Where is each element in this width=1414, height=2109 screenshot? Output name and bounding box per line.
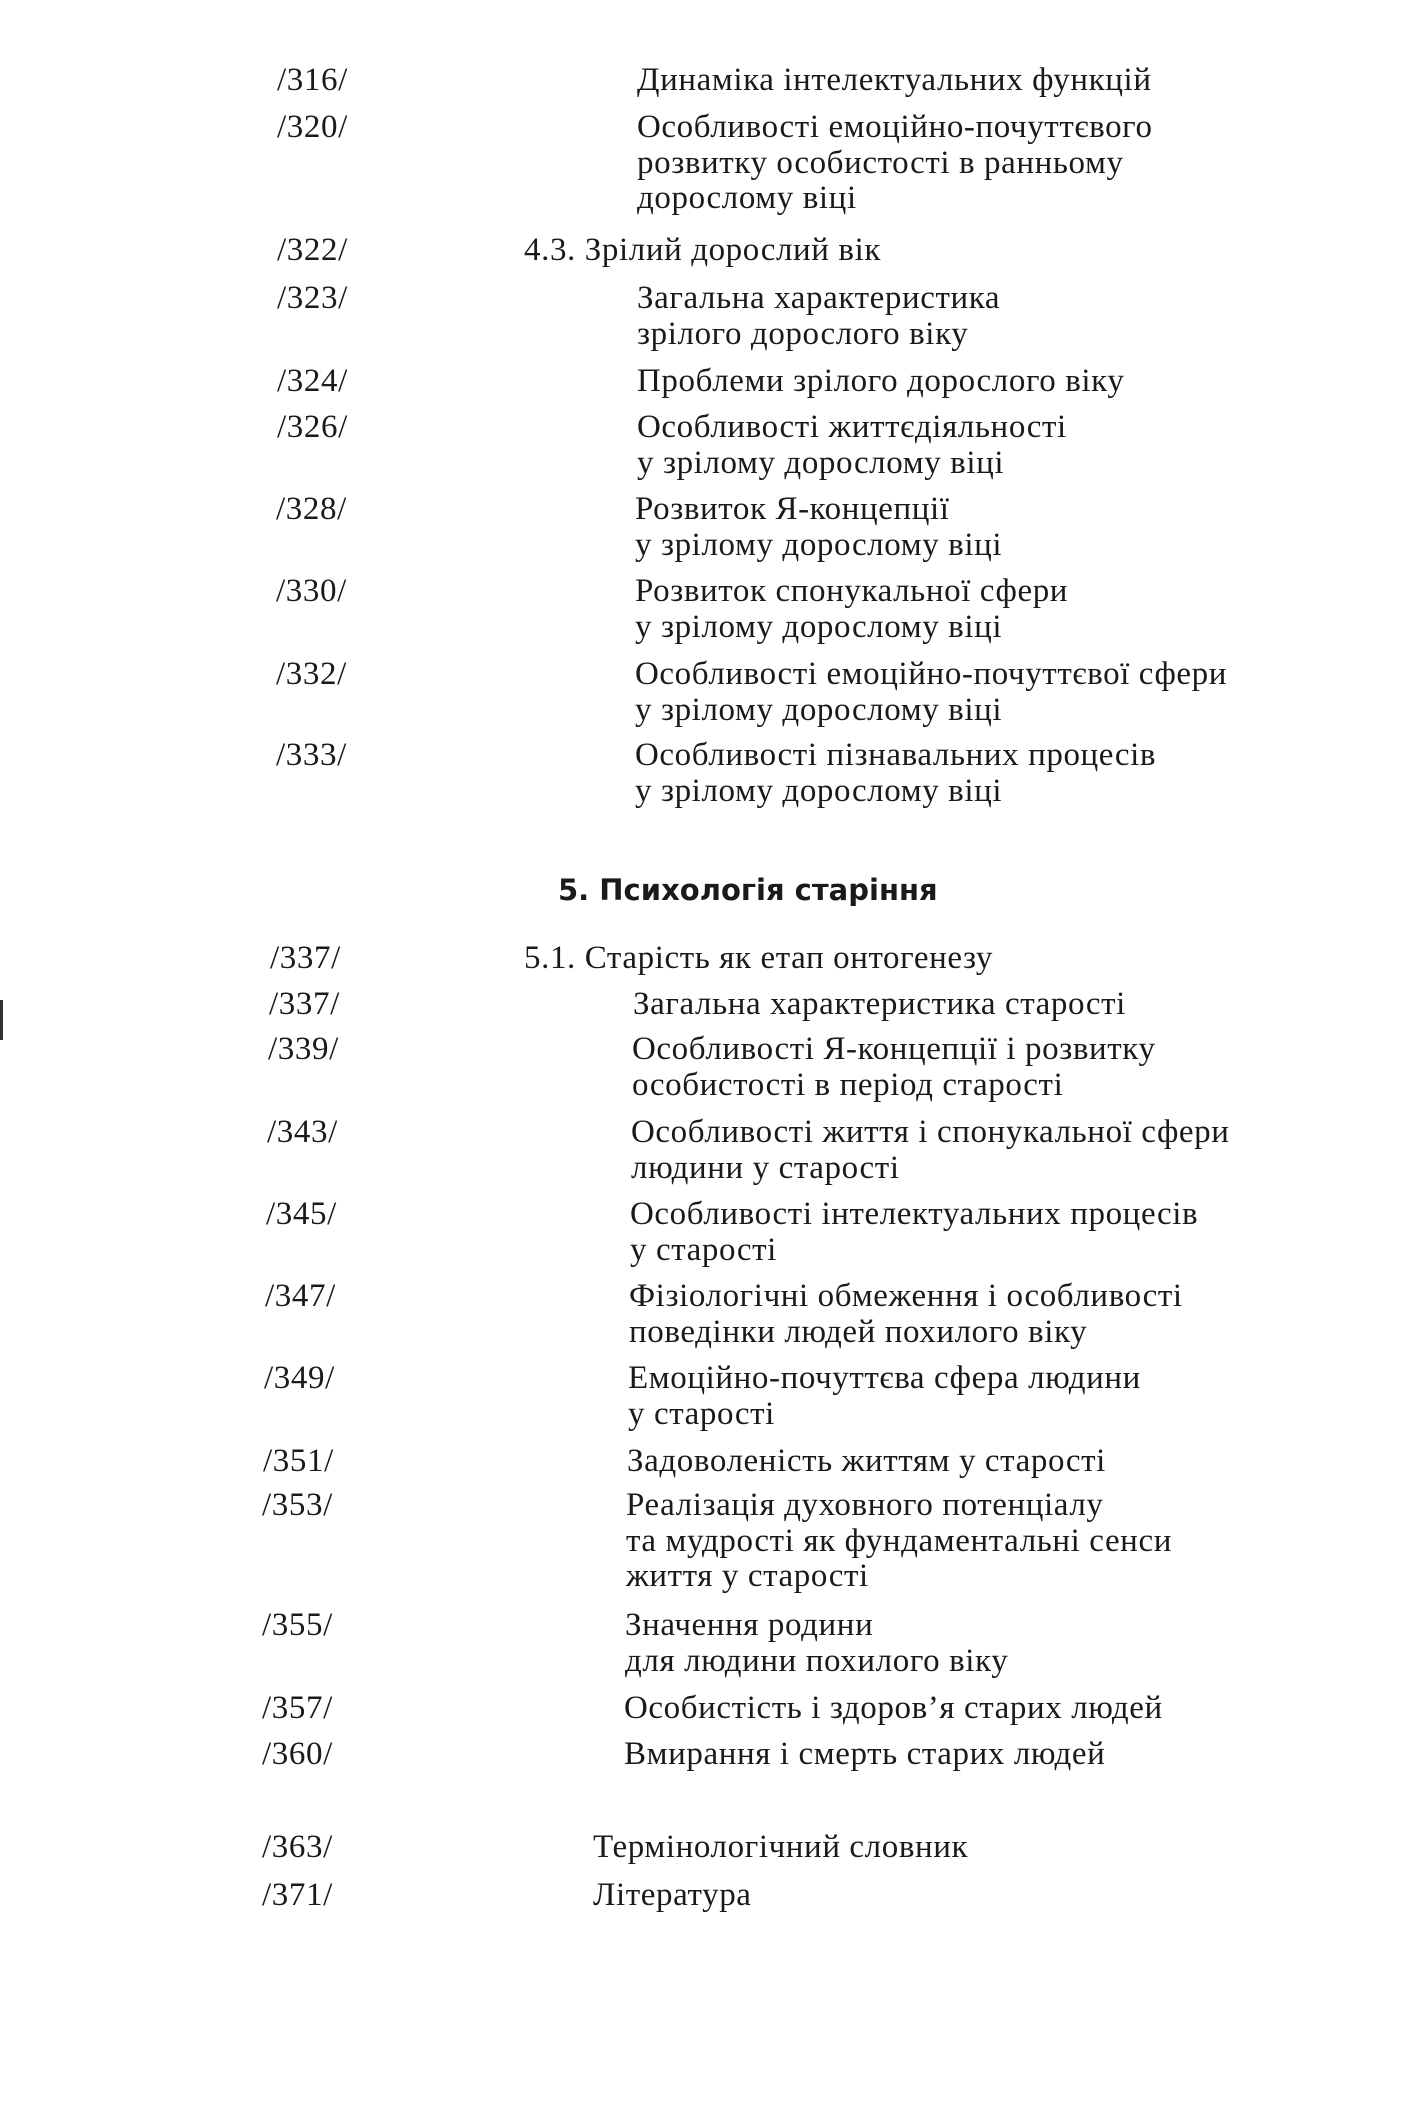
entry-title-line: Особистість і здоров’я старих людей	[624, 1690, 1163, 1726]
entry-title: Динаміка інтелектуальних функцій	[637, 62, 1152, 99]
entry-title-line: у старості	[628, 1395, 775, 1432]
entry-title-line: Література	[593, 1877, 752, 1913]
entry-title: Емоційно-почуттєва сфера людини у старост…	[628, 1360, 1141, 1432]
entry-title-line: поведінки людей похилого віку	[629, 1313, 1088, 1350]
entry-title: Особливості інтелектуальних процесів у ст…	[630, 1196, 1199, 1268]
entry-title-line: Особливості емоційно-почуттєвого	[637, 109, 1153, 145]
entry-title-line: Емоційно-почуттєва сфера людини	[628, 1360, 1141, 1396]
entry-title: Проблеми зрілого дорослого віку	[637, 363, 1125, 400]
entry-title-line: у старості	[630, 1231, 777, 1268]
entry-title-line: Загальна характеристика	[637, 280, 1001, 316]
entry-title-line: Динаміка інтелектуальних функцій	[637, 62, 1152, 98]
entry-title-line: розвитку особистості в ранньому	[637, 144, 1124, 181]
entry-title-line: Вмирання і смерть старих людей	[624, 1736, 1106, 1772]
page-number: /349/	[264, 1360, 335, 1396]
page-number: /343/	[267, 1114, 338, 1150]
entry-title-line: та мудрості як фундаментальні сенси	[626, 1522, 1172, 1559]
entry-title: Особливості Я-концепції і розвитку особис…	[632, 1031, 1156, 1103]
entry-title-line: у зрілому дорослому віці	[635, 772, 1003, 809]
entry-title-line: Фізіологічні обмеження і особливості	[629, 1278, 1183, 1314]
page-number: /339/	[268, 1031, 339, 1067]
entry-title: Розвиток Я-концепції у зрілому дорослому …	[635, 491, 1003, 563]
page-number: /351/	[263, 1443, 334, 1479]
entry-title: Загальна характеристика зрілого дорослого…	[637, 280, 1001, 352]
page-number: /363/	[262, 1829, 333, 1865]
entry-title-line: Особливості Я-концепції і розвитку	[632, 1031, 1156, 1067]
entry-title: Фізіологічні обмеження і особливості пове…	[629, 1278, 1183, 1350]
entry-title-line: у зрілому дорослому віці	[637, 444, 1005, 481]
entry-title-line: життя у старості	[626, 1558, 869, 1595]
entry-title: Особливості життєдіяльності у зрілому дор…	[637, 409, 1067, 481]
page-number: /355/	[262, 1607, 333, 1643]
entry-title: Задоволеність життям у старості	[627, 1443, 1106, 1480]
page-number: /330/	[276, 573, 347, 609]
entry-title-line: у зрілому дорослому віці	[635, 608, 1003, 645]
entry-title-line: людини у старості	[631, 1149, 900, 1186]
entry-title-line: для людини похилого віку	[625, 1642, 1009, 1679]
entry-title-line: Реалізація духовного потенціалу	[626, 1487, 1104, 1523]
entry-title-line: Розвиток Я-концепції	[635, 491, 950, 527]
page-number: /333/	[276, 737, 347, 773]
entry-title-line: у зрілому дорослому віці	[635, 526, 1003, 563]
entry-title: Термінологічний словник	[593, 1829, 969, 1866]
entry-title: Розвиток спонукальної сфери у зрілому дор…	[635, 573, 1069, 645]
page-number: /316/	[277, 62, 348, 98]
entry-title-line: 5.1. Старість як етап онтогенезу	[524, 940, 994, 976]
entry-title: Особливості життя і спонукальної сфери лю…	[631, 1114, 1230, 1186]
entry-title-line: Особливості емоційно-почуттєвої сфери	[635, 656, 1228, 692]
page-number: /326/	[277, 409, 348, 445]
entry-title-line: Проблеми зрілого дорослого віку	[637, 363, 1125, 399]
entry-title-line: особистості в період старості	[632, 1066, 1064, 1103]
entry-title-line: Особливості інтелектуальних процесів	[630, 1196, 1199, 1232]
entry-title: Вмирання і смерть старих людей	[624, 1736, 1106, 1773]
page-number: /337/	[269, 986, 340, 1022]
entry-title-line: Розвиток спонукальної сфери	[635, 573, 1069, 609]
page-number: /347/	[265, 1278, 336, 1314]
entry-title-line: Задоволеність життям у старості	[627, 1443, 1106, 1479]
page-number: /360/	[262, 1736, 333, 1772]
entry-title-line: Термінологічний словник	[593, 1829, 969, 1865]
page-number: /322/	[277, 232, 348, 268]
entry-title: Література	[593, 1877, 752, 1914]
entry-title-line: Загальна характеристика старості	[633, 986, 1126, 1022]
page-number: /357/	[262, 1690, 333, 1726]
section-heading: 5. Психологія старіння	[558, 873, 938, 907]
entry-title-line: Особливості пізнавальних процесів	[635, 737, 1157, 773]
entry-title-line: у зрілому дорослому віці	[635, 691, 1003, 728]
entry-title: Загальна характеристика старості	[633, 986, 1126, 1023]
page-number: /320/	[277, 109, 348, 145]
page-number: /328/	[276, 491, 347, 527]
section-title: 4.3. Зрілий дорослий вік	[524, 232, 881, 269]
page-number: /337/	[270, 940, 341, 976]
page-number: /323/	[277, 280, 348, 316]
entry-title-line: зрілого дорослого віку	[637, 315, 969, 352]
entry-title: Значення родини для людини похилого віку	[625, 1607, 1009, 1679]
entry-title: Особливості пізнавальних процесів у зріло…	[635, 737, 1157, 809]
page-number: /353/	[262, 1487, 333, 1523]
entry-title: Особливості емоційно-почуттєвої сфери у з…	[635, 656, 1228, 728]
scan-edge-mark	[0, 1000, 3, 1040]
page-number: /345/	[266, 1196, 337, 1232]
entry-title: Особистість і здоров’я старих людей	[624, 1690, 1163, 1727]
entry-title-line: дорослому віці	[637, 180, 857, 217]
section-title: 5.1. Старість як етап онтогенезу	[524, 940, 994, 977]
entry-title-line: Значення родини	[625, 1607, 874, 1643]
page-number: /371/	[262, 1877, 333, 1913]
entry-title: Особливості емоційно-почуттєвого розвитку…	[637, 109, 1153, 217]
entry-title: Реалізація духовного потенціалу та мудрос…	[626, 1487, 1172, 1595]
entry-title-line: Особливості життя і спонукальної сфери	[631, 1114, 1230, 1150]
page-number: /324/	[277, 363, 348, 399]
page-number: /332/	[276, 656, 347, 692]
entry-title-line: 4.3. Зрілий дорослий вік	[524, 232, 881, 268]
entry-title-line: Особливості життєдіяльності	[637, 409, 1067, 445]
